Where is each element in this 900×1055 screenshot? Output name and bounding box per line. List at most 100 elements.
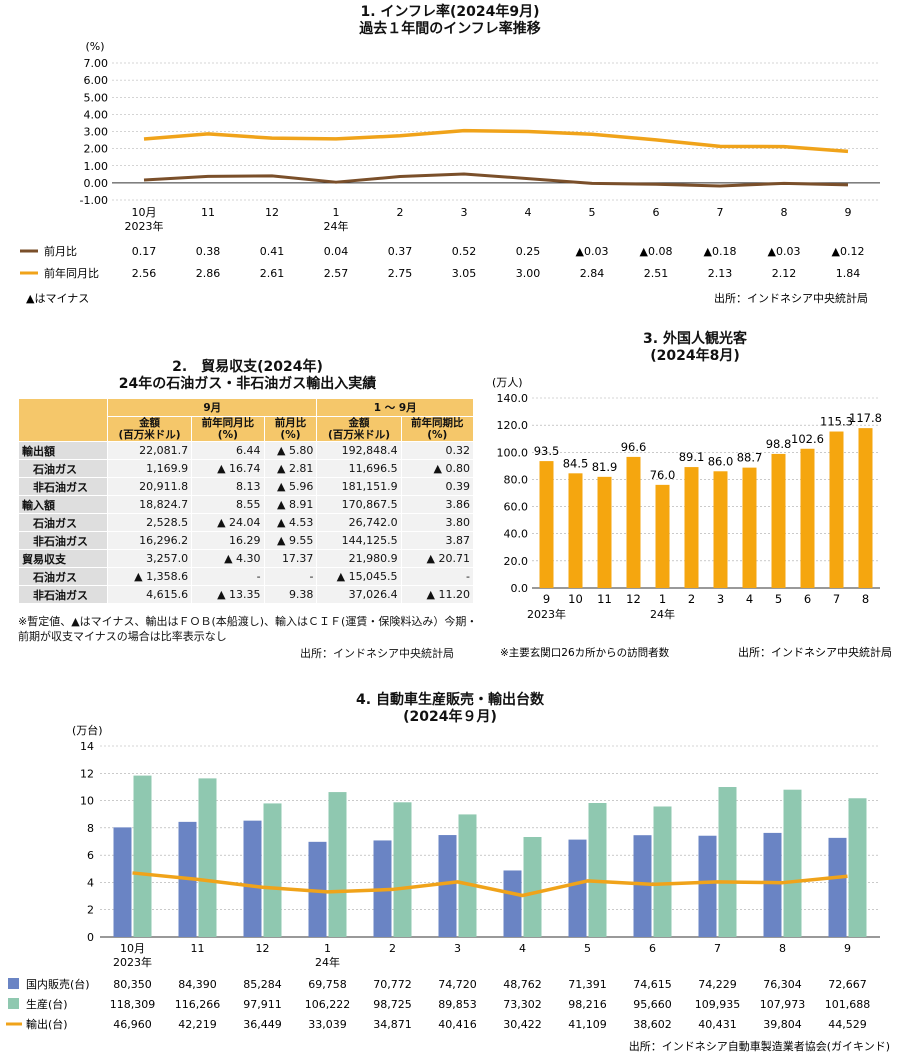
y-tick-label: 0.0 <box>511 582 529 595</box>
data-label: 97,911 <box>243 998 282 1011</box>
data-label: ▲0.12 <box>832 245 865 258</box>
table-cell: 22,081.7 <box>106 441 193 460</box>
data-label: 0.52 <box>452 245 477 258</box>
table-cell: ▲ 1,358.6 <box>106 567 193 586</box>
bar <box>588 803 607 937</box>
y-tick-label: 12 <box>80 767 94 780</box>
data-label: 71,391 <box>568 978 607 991</box>
bar <box>597 476 612 588</box>
data-label: 98,216 <box>568 998 607 1011</box>
x-tick-sublabel: 24年 <box>650 607 675 621</box>
data-label: 102.6 <box>791 432 824 446</box>
y-tick-label: 60.0 <box>504 501 529 514</box>
x-tick-sublabel: 24年 <box>315 955 340 969</box>
table-cell: 0.32 <box>400 441 475 460</box>
data-label: 93.5 <box>534 444 560 458</box>
data-label: 36,449 <box>243 1018 282 1031</box>
data-label: 95,660 <box>633 998 672 1011</box>
y-tick-label: 40.0 <box>504 528 529 541</box>
y-tick-label: 7.00 <box>84 57 109 70</box>
x-tick-sublabel: 24年 <box>324 219 349 233</box>
trade-group-header: 1 〜 9月 <box>316 398 474 417</box>
data-label: 48,762 <box>503 978 542 991</box>
bar <box>133 775 152 937</box>
row-label: 石油ガス <box>18 513 108 532</box>
bar <box>626 456 641 588</box>
data-label: 38,602 <box>633 1018 672 1031</box>
table-cell: 144,125.5 <box>316 531 402 550</box>
table-cell: 17.37 <box>263 549 318 568</box>
x-tick-label: 7 <box>717 206 724 219</box>
bar <box>800 448 815 588</box>
table-cell: ▲ 5.96 <box>263 477 318 496</box>
y-tick-label: 8 <box>87 822 94 835</box>
data-label: 86.0 <box>708 454 734 468</box>
data-label: ▲0.03 <box>576 245 609 258</box>
x-tick-label: 5 <box>584 942 591 955</box>
y-tick-label: 80.0 <box>504 473 529 486</box>
chart-note: ▲はマイナス <box>26 292 89 305</box>
table-cell: 21,980.9 <box>316 549 402 568</box>
x-tick-label: 3 <box>717 592 724 606</box>
table-row: 石油ガス 1,169.9 ▲ 16.74 ▲ 2.81 11,696.5 ▲ 0.80 <box>18 459 475 478</box>
data-label: 74,229 <box>698 978 737 991</box>
data-label: 2.13 <box>708 267 733 280</box>
data-label: 116,266 <box>175 998 221 1011</box>
row-label: 輸入額 <box>18 495 108 514</box>
y-tick-label: 6.00 <box>84 74 109 87</box>
data-label: 2.75 <box>388 267 413 280</box>
table-cell: 2,528.5 <box>106 513 193 532</box>
bar <box>523 836 542 937</box>
table-cell: 37,026.4 <box>316 585 402 604</box>
row-label: 石油ガス <box>18 567 108 586</box>
data-label: 2.84 <box>580 267 605 280</box>
chart-note: ※主要玄関口26カ所からの訪問者数 <box>500 646 670 659</box>
bar <box>308 841 327 937</box>
data-label: 89.1 <box>679 450 705 464</box>
table-row: 非石油ガス 16,296.2 16.29 ▲ 9.55 144,125.5 3.87 <box>18 531 475 550</box>
table-row: 石油ガス ▲ 1,358.6- - ▲ 15,045.5- <box>18 567 475 586</box>
x-tick-label: 4 <box>746 592 753 606</box>
data-label: 42,219 <box>178 1018 217 1031</box>
data-label: 98.8 <box>766 437 792 451</box>
tourist-chart: (万人)140.0120.0100.080.060.040.020.00.093… <box>492 376 892 659</box>
data-label: 85,284 <box>243 978 282 991</box>
table-cell: ▲ 11.20 <box>400 585 475 604</box>
data-label: 41,109 <box>568 1018 607 1031</box>
table-cell: 20,911.8 <box>106 477 193 496</box>
data-label: 33,039 <box>308 1018 347 1031</box>
data-label: 0.38 <box>196 245 221 258</box>
legend-label: 国内販売(台) <box>26 977 90 991</box>
trade-corner <box>18 398 108 442</box>
data-label: 107,973 <box>760 998 806 1011</box>
bar <box>783 789 802 937</box>
data-label: 2.12 <box>772 267 797 280</box>
trade-column-header: 前年同月比 (%) <box>191 416 265 442</box>
data-label: 40,416 <box>438 1018 477 1031</box>
data-label: 101,688 <box>825 998 871 1011</box>
bar <box>263 803 282 937</box>
data-label: ▲0.08 <box>640 245 673 258</box>
y-axis-label: (万台) <box>72 723 103 737</box>
x-tick-label: 10月 <box>120 942 145 955</box>
data-label: 2.56 <box>132 267 157 280</box>
x-tick-sublabel: 2023年 <box>527 607 566 621</box>
table-row: 非石油ガス 20,911.8 8.13 ▲ 5.96 181,151.9 0.39 <box>18 477 475 496</box>
data-label: 98,725 <box>373 998 412 1011</box>
data-label: 2.61 <box>260 267 285 280</box>
bar <box>328 792 347 937</box>
data-label: 39,804 <box>763 1018 802 1031</box>
y-tick-label: 4.00 <box>84 108 109 121</box>
table-cell: ▲ 24.04 <box>191 513 265 532</box>
data-label: 0.37 <box>388 245 413 258</box>
data-label: 0.04 <box>324 245 349 258</box>
row-label: 輸出額 <box>18 441 108 460</box>
bar <box>393 802 412 937</box>
data-label: 74,615 <box>633 978 672 991</box>
x-tick-label: 2 <box>688 592 695 606</box>
data-label: 0.25 <box>516 245 541 258</box>
data-label: 118,309 <box>110 998 156 1011</box>
table-cell: ▲ 0.80 <box>400 459 475 478</box>
data-label: ▲0.03 <box>768 245 801 258</box>
